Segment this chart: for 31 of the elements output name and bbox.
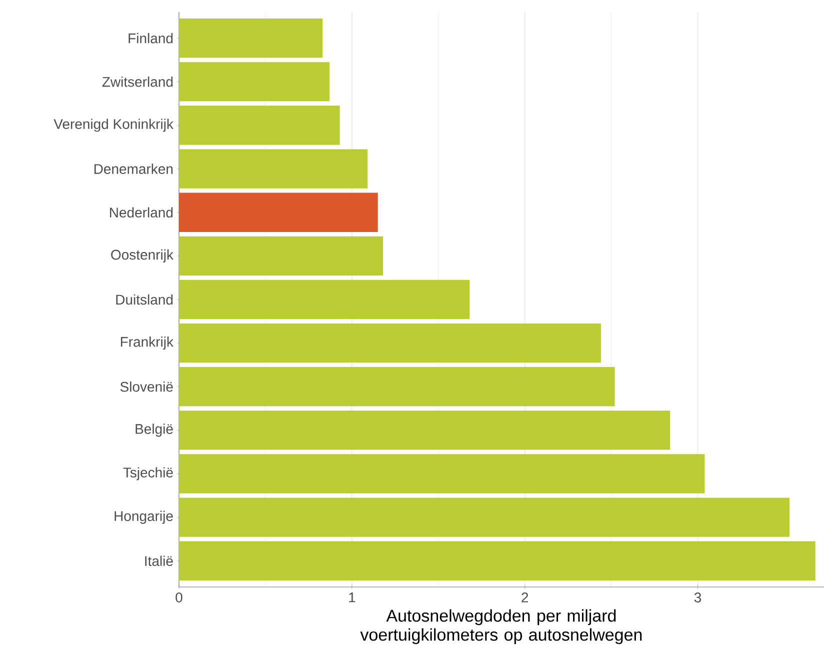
y-tick-label: Slovenië xyxy=(120,381,173,392)
x-axis-title: Autosnelwegdoden per miljard voertuigkilometers op autosnelwegen xyxy=(360,609,642,644)
y-tick-label: Tsjechië xyxy=(123,467,173,480)
bar xyxy=(179,62,330,102)
bar xyxy=(179,18,323,58)
x-tick-label: 3 xyxy=(694,592,702,602)
y-tick-label: Oostenrijk xyxy=(111,249,174,262)
y-tick-label: Denemarken xyxy=(94,164,173,174)
y-tick-label: België xyxy=(136,424,173,437)
bar xyxy=(179,498,790,537)
y-tick-label: Hongarije xyxy=(114,510,173,524)
y-tick-label: Italië xyxy=(145,556,173,566)
bar xyxy=(179,541,816,580)
bar xyxy=(179,410,670,450)
bar xyxy=(179,280,470,320)
y-tick-label: Verenigd Koninkrijk xyxy=(54,118,174,132)
x-tick-label: 0 xyxy=(176,592,182,602)
x-tick-label: 2 xyxy=(522,592,528,602)
y-tick-label: Frankrijk xyxy=(120,336,174,350)
x-tick-label: 1 xyxy=(349,592,356,602)
y-tick-label: Zwitserland xyxy=(102,76,173,87)
y-tick-label: Finland xyxy=(128,33,173,44)
bar xyxy=(179,149,368,188)
bar xyxy=(179,106,340,145)
bar xyxy=(179,192,378,232)
y-tick-label: Nederland xyxy=(110,207,173,218)
bar xyxy=(179,367,615,406)
bar xyxy=(179,236,384,276)
bar xyxy=(179,323,601,363)
y-tick-label: Duitsland xyxy=(116,294,173,305)
bar xyxy=(179,454,705,494)
